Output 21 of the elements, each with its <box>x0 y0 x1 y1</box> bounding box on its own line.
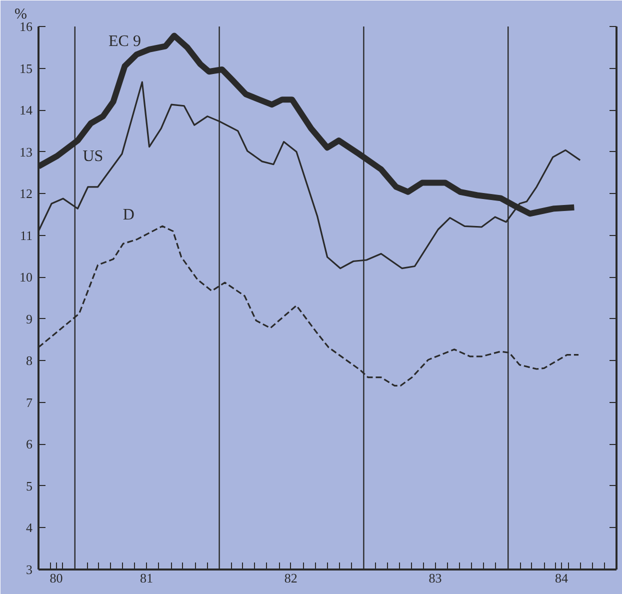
x-tick-label: 84 <box>555 570 569 586</box>
y-tick-label: 11 <box>20 228 33 243</box>
y-tick-label: 15 <box>20 60 32 76</box>
y-tick-label: 5 <box>26 478 32 494</box>
series-label: D <box>122 206 134 224</box>
y-tick-label: 3 <box>26 562 32 577</box>
series-label: EC 9 <box>108 33 141 50</box>
y-tick-label: 9 <box>26 311 32 326</box>
y-tick-label: 8 <box>26 353 32 368</box>
y-tick-label: 13 <box>20 144 32 160</box>
y-tick-label: 4 <box>26 520 33 536</box>
y-tick-label: 7 <box>26 394 33 410</box>
y-tick-label: 14 <box>20 102 33 118</box>
x-tick-label: 80 <box>50 570 63 586</box>
x-tick-label: 82 <box>284 570 298 586</box>
y-tick-label: 10 <box>20 270 32 285</box>
y-tick-label: 12 <box>20 186 32 202</box>
series-label: US <box>82 148 104 165</box>
x-tick-label: 83 <box>428 570 442 586</box>
x-tick-label: 81 <box>140 570 154 586</box>
y-tick-label: 6 <box>26 436 33 452</box>
